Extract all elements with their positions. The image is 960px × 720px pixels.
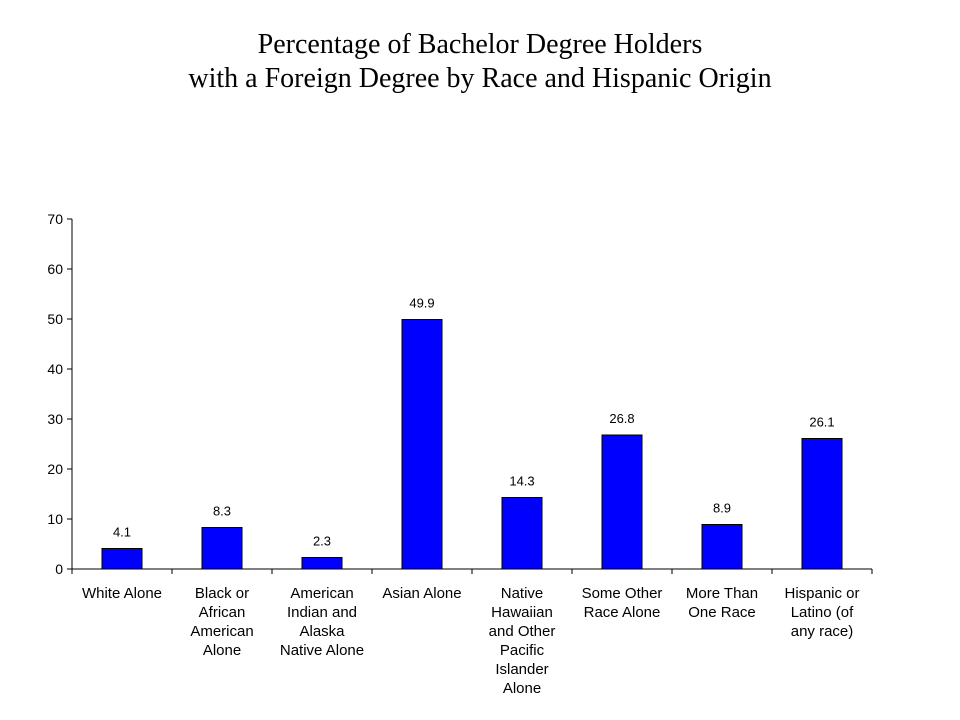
category-label-line: Black or [195, 585, 249, 602]
category-label: Black or African American Alone [190, 585, 253, 659]
category-label-line: Alone [203, 642, 241, 659]
category-label-line: More Than [686, 585, 758, 602]
category-label: Native Hawaiian and Other Pacific Islander Al… [489, 585, 556, 697]
category-label-line: African [199, 604, 246, 621]
data-label: 4.1 [113, 525, 131, 540]
bar [701, 524, 743, 570]
y-tick-label: 60 [47, 261, 63, 277]
category-label-line: American [290, 585, 353, 602]
chart-title-line-1: Percentage of Bachelor Degree Holders [257, 29, 703, 60]
category-label: American Indian and Alaska Native Alone [280, 585, 364, 659]
category-label-line: Islander [495, 661, 548, 678]
y-tick-label: 70 [47, 211, 63, 227]
category-label: Hispanic or Latino (of any race) [784, 585, 859, 640]
category-label-line: Native Alone [280, 642, 364, 659]
data-label: 8.3 [213, 504, 231, 519]
category-label-line: Indian and [287, 604, 357, 621]
category-label-line: Native [501, 585, 544, 602]
category-label-line: Latino (of [791, 604, 854, 621]
category-label-line: American [190, 623, 253, 640]
category-label: Asian Alone [382, 585, 461, 602]
category-label-line: any race) [791, 623, 854, 640]
y-tick-label: 50 [47, 311, 63, 327]
data-label: 26.8 [609, 411, 634, 426]
category-label-line: Pacific [500, 642, 545, 659]
category-label: White Alone [82, 585, 162, 602]
bar [801, 438, 843, 570]
category-label-line: White Alone [82, 585, 162, 602]
category-label-line: Asian Alone [382, 585, 461, 602]
category-label-line: Some Other [582, 585, 663, 602]
category-label: More Than One Race [686, 585, 758, 621]
bar [401, 319, 443, 570]
data-label: 14.3 [509, 474, 534, 489]
y-tick-label: 20 [47, 461, 63, 477]
bar [601, 434, 643, 570]
data-label: 49.9 [409, 296, 434, 311]
category-label-line: One Race [688, 604, 756, 621]
y-tick-label: 30 [47, 411, 63, 427]
y-tick-label: 40 [47, 361, 63, 377]
data-label: 8.9 [713, 501, 731, 516]
category-label-line: Hispanic or [784, 585, 859, 602]
category-label-line: and Other [489, 623, 556, 640]
bar [101, 548, 143, 570]
bar [201, 527, 243, 570]
chart-title-line-2: with a Foreign Degree by Race and Hispan… [188, 63, 772, 94]
bar [301, 557, 343, 570]
category-label-line: Alaska [299, 623, 345, 640]
bar [501, 497, 543, 570]
chart-title: Percentage of Bachelor Degree Holders wi… [0, 28, 960, 96]
y-tick-label: 0 [55, 561, 63, 577]
category-label-line: Hawaiian [491, 604, 553, 621]
data-label: 2.3 [313, 534, 331, 549]
category-label-line: Race Alone [584, 604, 661, 621]
data-label: 26.1 [809, 415, 834, 430]
category-label-line: Alone [503, 680, 541, 697]
category-label: Some Other Race Alone [582, 585, 663, 621]
y-tick-label: 10 [47, 511, 63, 527]
